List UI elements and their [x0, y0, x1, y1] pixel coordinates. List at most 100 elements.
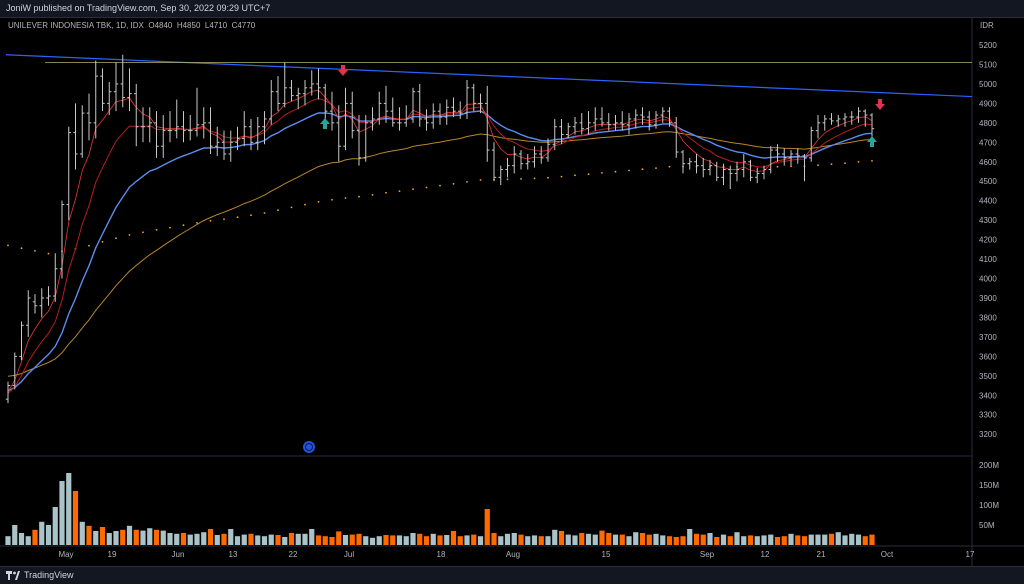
tradingview-event-badge[interactable]	[303, 441, 315, 453]
ohlc-bar	[593, 107, 598, 131]
low-label: L	[204, 21, 210, 30]
ohlc-bar	[552, 118, 557, 151]
volume-bar	[99, 527, 106, 545]
x-tick-label: 22	[289, 550, 298, 559]
sma-200-dot	[439, 184, 441, 187]
volume-bar	[464, 535, 470, 545]
sma-200-dot	[128, 234, 131, 236]
ohlc-bar	[329, 91, 335, 131]
ohlc-bar	[512, 146, 517, 174]
sma-200-dot	[425, 186, 428, 189]
sma-200-dot	[304, 203, 306, 206]
y-tick-label: 4900	[979, 99, 997, 108]
volume-bar	[430, 533, 436, 545]
high-label: H	[176, 21, 183, 30]
ohlc-bar	[633, 109, 638, 129]
ohlc-bar	[444, 99, 449, 125]
volume-bar	[687, 529, 693, 545]
volume-tick-label: 200M	[979, 461, 999, 470]
ohlc-bar	[282, 62, 287, 108]
ohlc-bar	[107, 81, 112, 116]
ohlc-bar	[39, 288, 44, 318]
volume-bar	[862, 536, 868, 545]
volume-bar	[106, 533, 112, 545]
volume-bar	[39, 521, 45, 545]
volume-bar	[174, 533, 180, 545]
ohlc-bar	[701, 157, 706, 178]
volume-bar	[801, 536, 808, 545]
y-tick-label: 4700	[979, 138, 997, 147]
volume-bar	[153, 529, 160, 545]
volume-bar	[356, 533, 362, 545]
ohlc-bar	[19, 321, 24, 361]
volume-bar	[788, 533, 794, 545]
sma-200-dot	[655, 167, 657, 170]
volume-bar	[390, 535, 396, 545]
sell-signal-arrow-icon	[338, 65, 348, 76]
volume-bar	[72, 491, 79, 545]
volume-bar	[592, 534, 598, 545]
close-label: C	[231, 21, 238, 30]
ohlc-bar	[458, 101, 463, 119]
volume-bar	[693, 533, 700, 545]
brand-name: TradingView	[24, 570, 74, 580]
volume-bar	[545, 536, 551, 545]
ohlc-bar	[100, 68, 105, 112]
volume-bar	[282, 537, 288, 545]
ohlc-bar	[66, 126, 71, 221]
ohlc-bar	[795, 148, 800, 164]
ohlc-bar	[343, 87, 348, 151]
ohlc-bar	[525, 153, 530, 170]
ohlc-bar	[32, 294, 38, 314]
ohlc-bar	[741, 153, 746, 178]
symbol-name[interactable]: UNILEVER INDONESIA TBK, 1D, IDX	[8, 21, 144, 30]
volume-bar	[403, 536, 409, 545]
volume-bar	[268, 534, 274, 545]
sma-200-dot	[196, 222, 198, 224]
sma-200-dot	[236, 216, 239, 219]
ohlc-bar	[572, 117, 578, 135]
y-tick-label: 5000	[979, 80, 997, 89]
price-chart[interactable]: IDR 5200 5100 5000 4900 4800 4700 4600 4500 4400…	[0, 0, 1024, 566]
sma-200-dot	[20, 247, 23, 250]
volume-bar	[673, 537, 679, 545]
volume-bar	[761, 535, 767, 545]
sma-200-dot	[169, 226, 171, 229]
volume-bar	[795, 535, 801, 545]
ohlc-bar	[120, 54, 125, 108]
volume-tick-label: 150M	[979, 481, 999, 490]
ohlc-bar	[667, 107, 672, 127]
ohlc-bar	[451, 97, 456, 118]
volume-bar	[5, 536, 11, 545]
ohlc-bar	[505, 157, 510, 178]
tradingview-brand[interactable]: TradingView	[6, 570, 74, 580]
y-tick-label: 3700	[979, 333, 997, 342]
sma-200-dot	[223, 218, 225, 221]
volume-bar	[484, 509, 490, 545]
ohlc-bar	[869, 113, 875, 141]
ohlc-bar	[721, 163, 726, 186]
volume-bar	[666, 536, 673, 545]
volume-bar	[842, 535, 848, 545]
volume-bar	[59, 481, 65, 545]
ohlc-bar	[356, 115, 362, 166]
ohlc-bar	[208, 107, 213, 154]
volume-bar	[309, 529, 315, 545]
sma-200-dot	[142, 231, 144, 234]
y-tick-label: 3800	[979, 313, 997, 322]
ohlc-bar	[707, 159, 713, 176]
ohlc-bar	[660, 107, 665, 123]
volume-bar	[511, 533, 517, 545]
volume-bar	[558, 531, 565, 545]
sma-200-dot	[290, 206, 293, 209]
tradingview-logo-icon	[6, 570, 20, 580]
sma-200-dot	[115, 237, 117, 240]
volume-bar	[187, 534, 193, 545]
ohlc-bar	[478, 93, 483, 114]
ema-50-line	[7, 131, 873, 377]
low-value: 4710	[209, 21, 228, 30]
ohlc-bar	[694, 153, 699, 174]
volume-bar	[525, 536, 531, 545]
ohlc-bar	[437, 103, 443, 125]
ema-10-line	[7, 97, 873, 394]
